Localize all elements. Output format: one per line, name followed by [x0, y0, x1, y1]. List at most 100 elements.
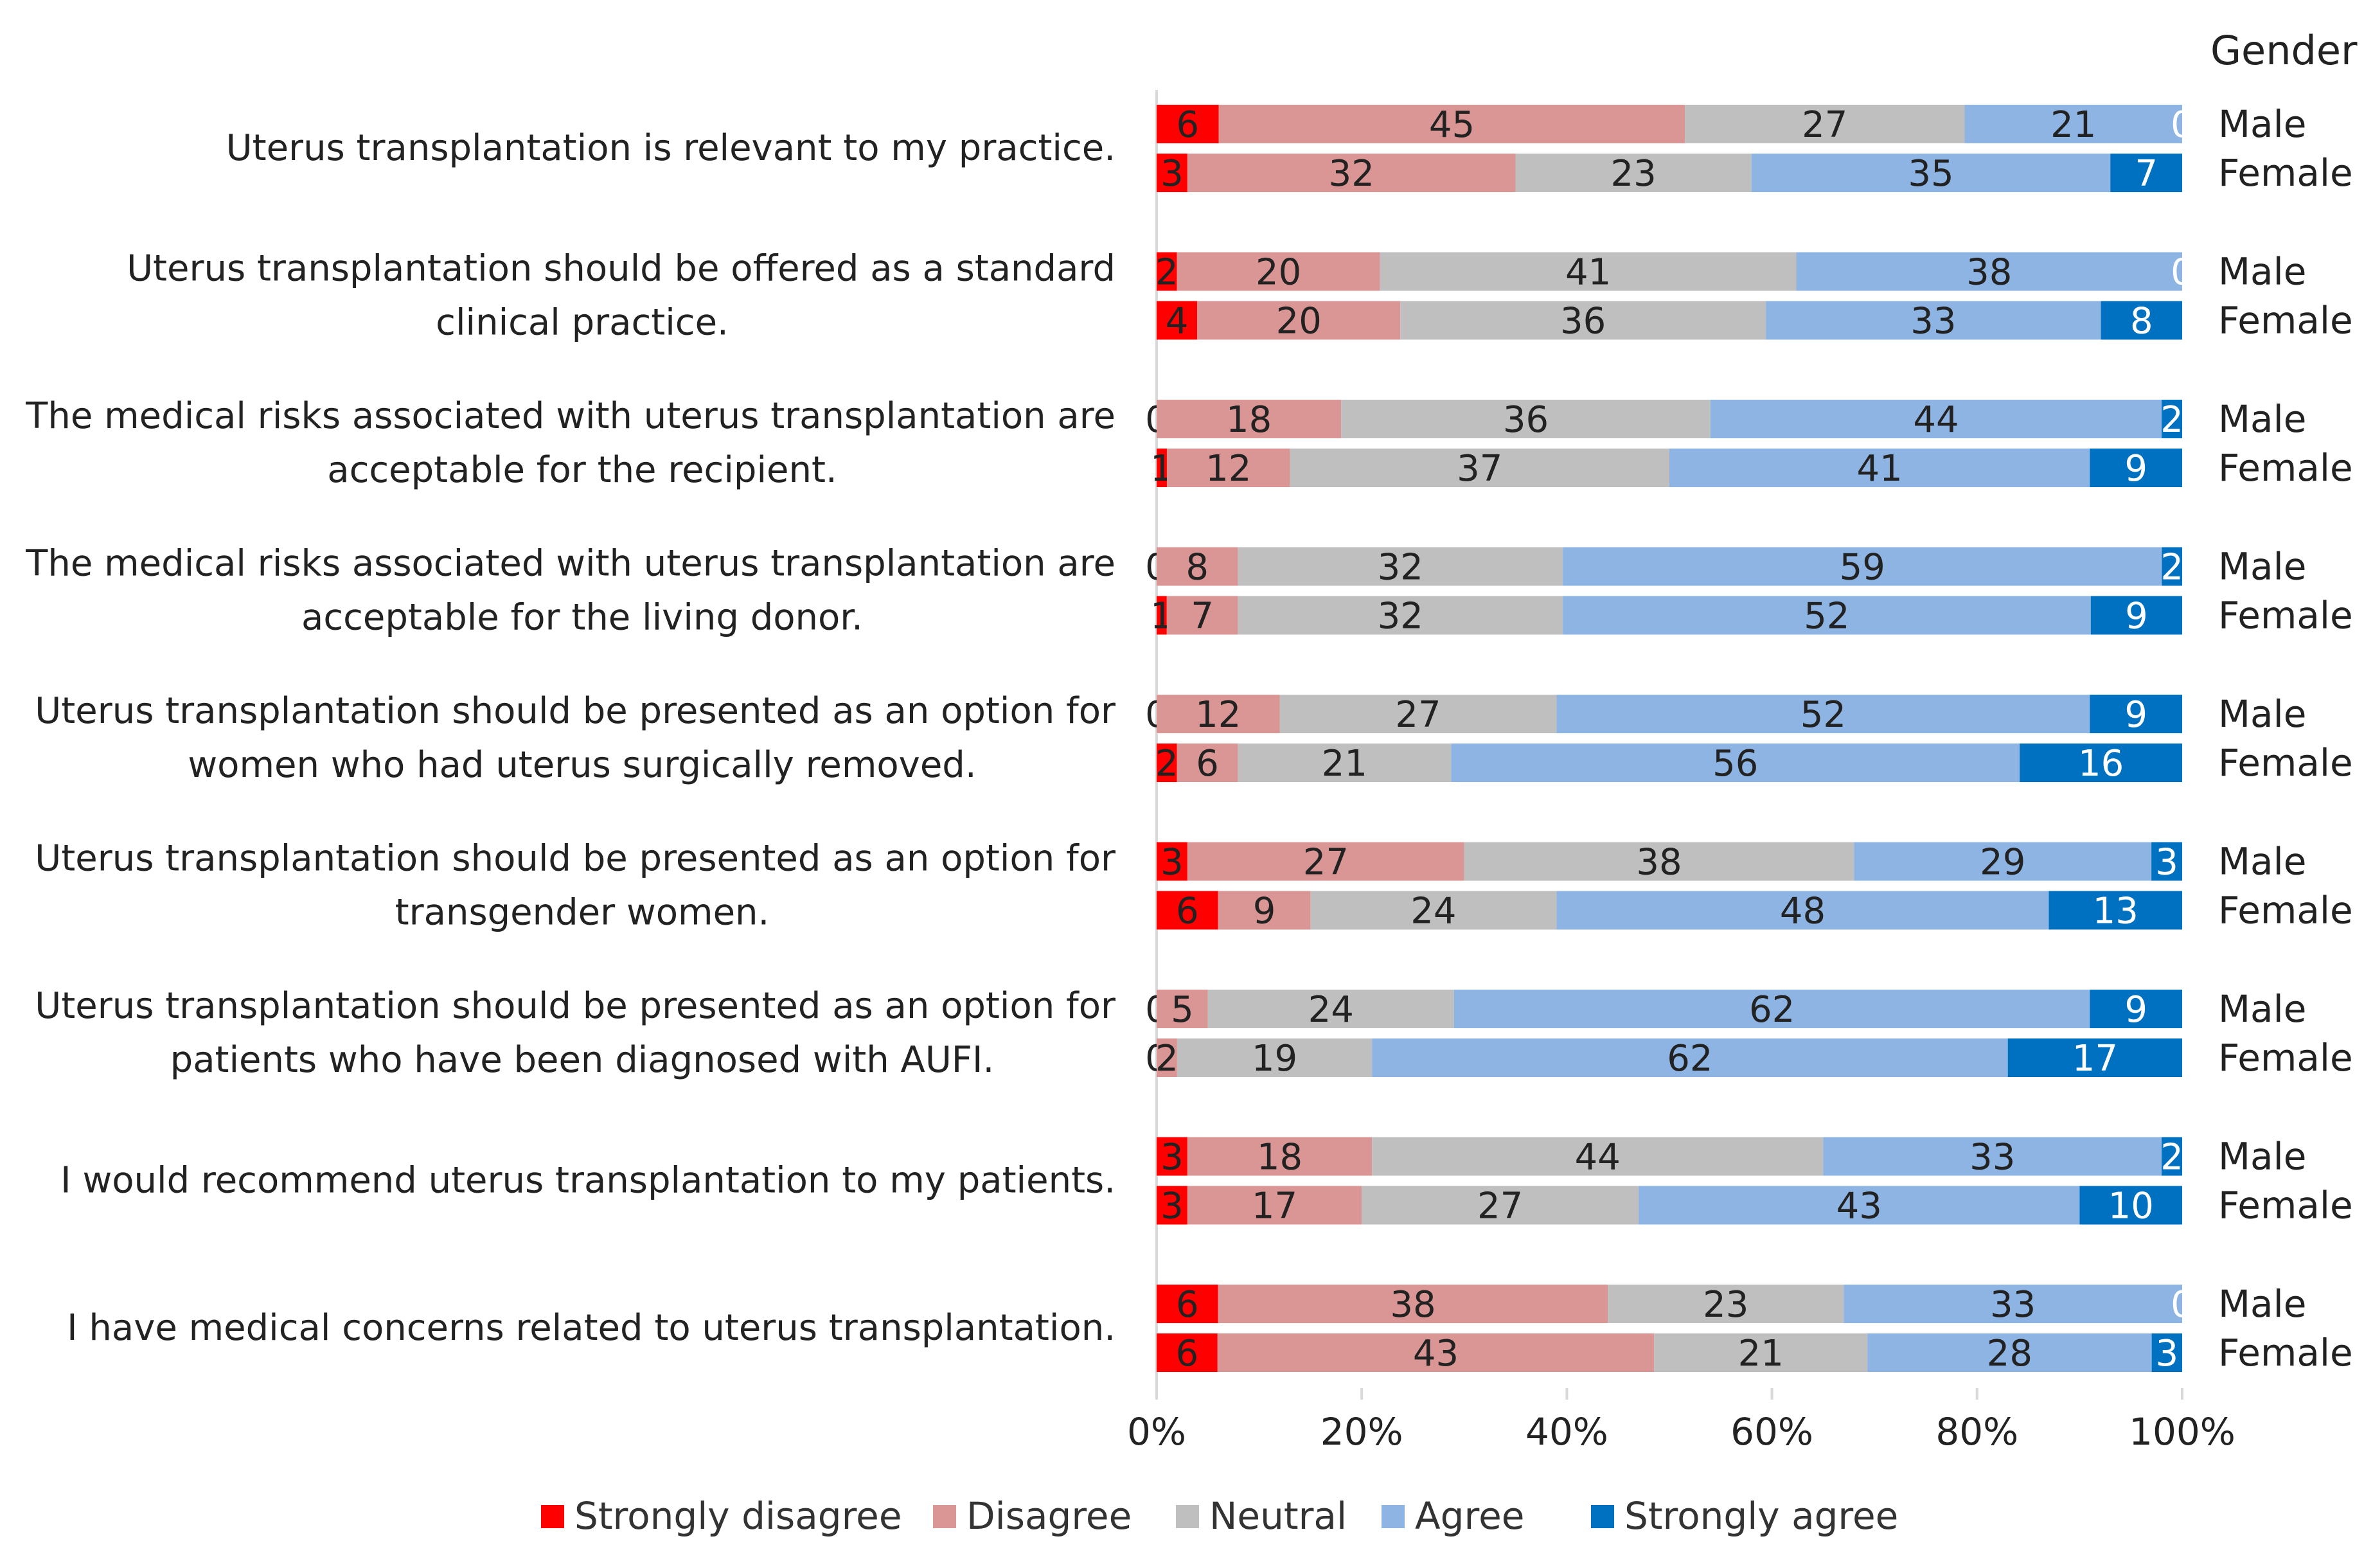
data-label: 6 [1176, 891, 1199, 932]
data-label: 3 [2155, 1333, 2178, 1375]
gender-label-male: Male [2218, 1135, 2306, 1179]
data-label: 27 [1477, 1186, 1523, 1227]
gender-label-male: Male [2218, 397, 2306, 441]
data-label: 45 [1429, 104, 1475, 146]
bar-segment-agree [1867, 1333, 2152, 1372]
data-label: 52 [1804, 596, 1849, 637]
bar-segment-strongly-disagree [1157, 842, 1187, 881]
data-label: 33 [1969, 1137, 2015, 1179]
data-label: 19 [1252, 1038, 1297, 1080]
data-label: 6 [1196, 743, 1219, 785]
legend-swatch-neutral [1176, 1505, 1199, 1528]
bar-segment-strongly-agree [2090, 695, 2182, 733]
data-label: 33 [1990, 1284, 2036, 1326]
data-label: 33 [1910, 301, 1956, 343]
bar-segment-strongly-agree [2079, 1186, 2182, 1225]
data-label: 3 [1160, 1137, 1184, 1179]
gender-label-female: Female [2218, 1036, 2353, 1080]
question-label: Uterus transplantation is relevant to my… [226, 127, 1115, 169]
bar-segment-strongly-disagree [1157, 449, 1167, 487]
bar-segment-disagree [1218, 1285, 1608, 1323]
bar-segment-agree [1453, 990, 2090, 1028]
gender-label-male: Male [2218, 545, 2306, 589]
data-label: 7 [2135, 153, 2158, 195]
bar-segment-agree [1796, 252, 2182, 291]
bar-segment-strongly-disagree [1157, 1333, 1218, 1372]
legend-label-strongly-agree: Strongly agree [1624, 1494, 1898, 1538]
data-label: 36 [1560, 301, 1606, 343]
data-label: 20 [1276, 301, 1322, 343]
question-label: Uterus transplantation should be present… [35, 985, 1116, 1027]
data-label: 21 [1738, 1333, 1784, 1375]
data-label: 36 [1503, 399, 1549, 441]
bar-segment-neutral [1290, 449, 1669, 487]
bar-segment-neutral [1654, 1333, 1868, 1372]
data-label: 0 [2171, 104, 2194, 146]
bar-segment-strongly-agree [2020, 744, 2182, 782]
bar-segment-strongly-disagree [1157, 154, 1187, 192]
data-label: 6 [1176, 1333, 1199, 1375]
x-tick-label: 0% [1127, 1410, 1186, 1454]
x-tick-label: 100% [2129, 1410, 2235, 1454]
legend-swatch-strongly-disagree [541, 1505, 564, 1528]
data-label: 17 [2072, 1038, 2118, 1080]
data-label: 9 [2124, 989, 2147, 1031]
gender-label-male: Male [2218, 840, 2306, 884]
bar-segment-agree [1710, 400, 2162, 438]
data-label: 38 [1966, 252, 2012, 294]
bar-segment-disagree [1187, 1137, 1373, 1176]
bar-segment-strongly-agree [2090, 990, 2182, 1028]
data-label: 9 [1253, 891, 1276, 932]
bar-segment-disagree [1218, 105, 1685, 143]
bar-segment-neutral [1238, 596, 1563, 635]
bar-segment-neutral [1685, 105, 1965, 143]
x-tick-label: 80% [1935, 1410, 2018, 1454]
data-label: 5 [1171, 989, 1194, 1031]
legend-label-neutral: Neutral [1209, 1494, 1347, 1538]
data-label: 24 [1308, 989, 1354, 1031]
bar-segment-neutral [1238, 744, 1452, 782]
data-label: 2 [2160, 547, 2183, 589]
data-label: 32 [1378, 596, 1423, 637]
gender-label-male: Male [2218, 102, 2306, 146]
data-label: 20 [1256, 252, 1301, 294]
bar-segment-disagree [1197, 301, 1401, 340]
bar-segment-disagree [1166, 449, 1290, 487]
data-label: 43 [1413, 1333, 1459, 1375]
bar-segment-strongly-disagree [1157, 301, 1198, 340]
data-label: 21 [1322, 743, 1367, 785]
data-label: 3 [1160, 153, 1184, 195]
bar-segment-agree [1563, 547, 2162, 586]
bar-segment-strongly-disagree [1157, 1285, 1218, 1323]
bar-segment-disagree [1166, 596, 1238, 635]
data-label: 52 [1800, 694, 1846, 736]
bar-segment-disagree [1218, 891, 1311, 930]
data-label: 59 [1840, 547, 1885, 589]
data-label: 37 [1457, 448, 1502, 490]
bar-segment-agree [1823, 1137, 2162, 1176]
bar-segment-agree [1556, 695, 2090, 733]
data-label: 38 [1636, 842, 1682, 884]
bar-segment-agree [1854, 842, 2152, 881]
legend-label-disagree: Disagree [966, 1494, 1132, 1538]
data-label: 62 [1667, 1038, 1712, 1080]
data-label: 27 [1303, 842, 1349, 884]
bar-segment-strongly-agree [2090, 596, 2182, 635]
bar-segment-agree [1766, 301, 2101, 340]
bar-segment-disagree [1177, 744, 1238, 782]
question-label: I would recommend uterus transplantation… [60, 1160, 1115, 1202]
data-label: 35 [1908, 153, 1953, 195]
bar-segment-strongly-agree [2049, 891, 2182, 930]
data-label: 4 [1166, 301, 1189, 343]
data-label: 56 [1712, 743, 1758, 785]
gender-label-male: Male [2218, 987, 2306, 1031]
bar-segment-disagree [1157, 695, 1280, 733]
bar-segment-strongly-agree [2162, 547, 2182, 586]
legend-swatch-disagree [933, 1505, 956, 1528]
question-label: Uterus transplantation should be present… [35, 690, 1116, 732]
bar-segment-neutral [1362, 1186, 1639, 1225]
data-label: 8 [2130, 301, 2153, 343]
bar-segment-disagree [1177, 252, 1380, 291]
bar-segment-neutral [1372, 1137, 1824, 1176]
